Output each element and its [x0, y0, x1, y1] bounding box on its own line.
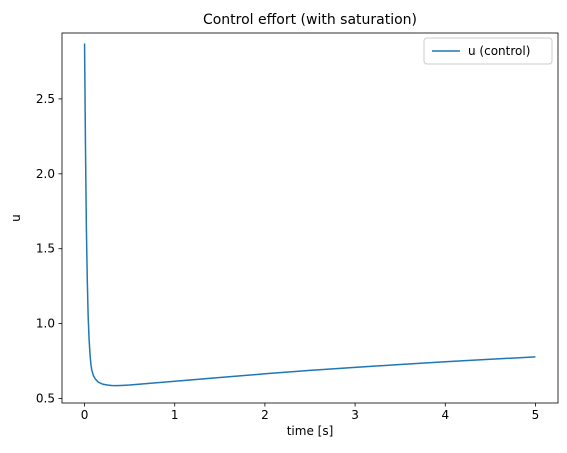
y-axis: 0.5 1.0 1.5 2.0 2.5: [36, 92, 62, 406]
axes-frame: [61, 32, 559, 404]
x-tick-label: 0: [81, 408, 89, 422]
legend: u (control): [423, 37, 553, 65]
y-axis-label: u: [9, 214, 23, 222]
x-tick-label: 4: [441, 408, 449, 422]
y-tick-label: 0.5: [36, 392, 55, 406]
legend-entry-u-control: u (control): [468, 44, 530, 58]
legend-box: [423, 37, 553, 65]
y-tick-label: 1.5: [36, 242, 55, 256]
y-tick-label: 2.5: [36, 92, 55, 106]
x-tick-label: 2: [261, 408, 269, 422]
x-tick-label: 1: [171, 408, 179, 422]
x-tick-label: 5: [532, 408, 540, 422]
y-tick-label: 1.0: [36, 317, 55, 331]
x-axis: 0 1 2 3 4 5: [81, 403, 540, 422]
x-axis-label: time [s]: [287, 424, 334, 438]
x-tick-label: 3: [351, 408, 359, 422]
y-tick-label: 2.0: [36, 167, 55, 181]
plot-area: [83, 43, 536, 387]
series-line-u-control: [83, 43, 536, 387]
chart-title: Control effort (with saturation): [203, 12, 417, 28]
